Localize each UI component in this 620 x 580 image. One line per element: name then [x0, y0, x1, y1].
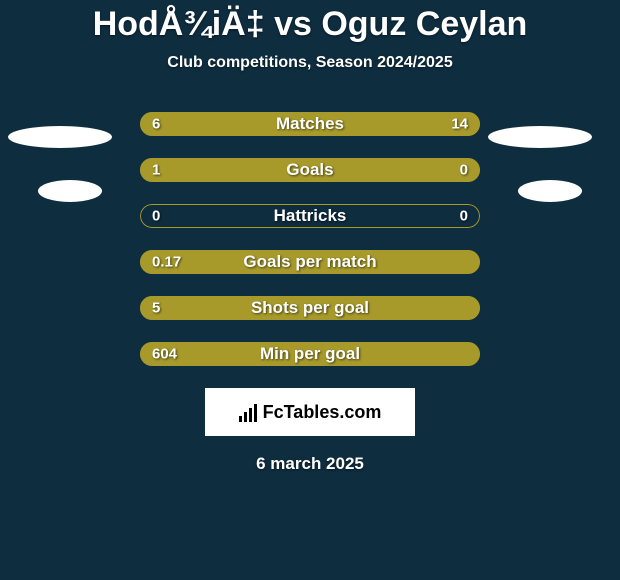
stat-row: 5 Shots per goal	[140, 296, 480, 320]
stat-value-left: 604	[152, 346, 177, 363]
comparison-infographic: HodÅ¾iÄ‡ vs Oguz Ceylan Club competition…	[0, 0, 620, 580]
stat-label: Shots per goal	[251, 298, 369, 318]
bar-segment-left	[140, 158, 405, 182]
bar-segment-right	[405, 158, 480, 182]
stat-value-left: 0	[152, 208, 160, 225]
page-title: HodÅ¾iÄ‡ vs Oguz Ceylan	[0, 0, 620, 44]
stat-value-left: 6	[152, 116, 160, 133]
avatar-left-1	[8, 126, 112, 148]
stat-label: Hattricks	[274, 206, 347, 226]
stat-row: 1 0 Goals	[140, 158, 480, 182]
stat-value-right: 0	[460, 162, 468, 179]
stat-row: 0 0 Hattricks	[140, 204, 480, 228]
stat-rows: 6 14 Matches 1 0 Goals 0 0 Hattricks 0.17 Goals pe…	[140, 112, 480, 366]
stat-row: 0.17 Goals per match	[140, 250, 480, 274]
avatar-right-1	[488, 126, 592, 148]
fctables-logo: FcTables.com	[205, 388, 415, 436]
stat-label: Goals per match	[243, 252, 376, 272]
date-label: 6 march 2025	[0, 454, 620, 474]
stat-value-left: 0.17	[152, 254, 181, 271]
stat-value-right: 14	[451, 116, 468, 133]
logo-text: FcTables.com	[263, 402, 382, 423]
stat-value-left: 1	[152, 162, 160, 179]
avatar-left-2	[38, 180, 102, 202]
stat-label: Matches	[276, 114, 344, 134]
page-subtitle: Club competitions, Season 2024/2025	[0, 54, 620, 72]
stat-value-left: 5	[152, 300, 160, 317]
stat-row: 604 Min per goal	[140, 342, 480, 366]
stat-label: Min per goal	[260, 344, 360, 364]
chart-area: 6 14 Matches 1 0 Goals 0 0 Hattricks 0.17 Goals pe…	[0, 112, 620, 474]
stat-value-right: 0	[460, 208, 468, 225]
logo-bars-icon	[239, 402, 257, 422]
stat-label: Goals	[286, 160, 333, 180]
stat-row: 6 14 Matches	[140, 112, 480, 136]
bar-segment-right	[235, 112, 480, 136]
avatar-right-2	[518, 180, 582, 202]
